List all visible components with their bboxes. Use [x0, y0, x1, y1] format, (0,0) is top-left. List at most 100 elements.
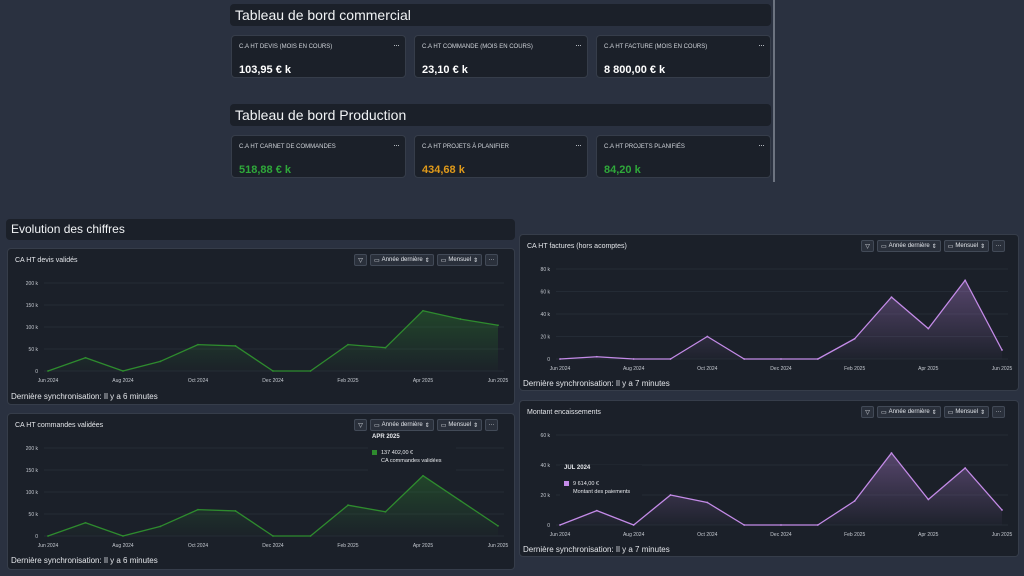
- data-point: [1001, 509, 1003, 511]
- chart-title: CA HT devis validés: [15, 257, 78, 264]
- chart-title: Montant encaissements: [527, 409, 601, 416]
- period-select[interactable]: ▭ Année dernière ⇕: [370, 254, 434, 266]
- x-tick-label: Jun 2025: [992, 366, 1013, 372]
- data-point: [595, 509, 598, 512]
- tooltip-title: JUL 2024: [564, 465, 591, 471]
- period-select[interactable]: ▭ Année dernière ⇕: [370, 419, 434, 431]
- data-point: [669, 358, 672, 360]
- filter-button[interactable]: ▽: [861, 406, 874, 418]
- data-point: [159, 525, 162, 528]
- x-tick-label: Oct 2024: [697, 366, 718, 372]
- more-options-icon[interactable]: ···: [758, 40, 765, 50]
- data-point: [159, 360, 162, 363]
- x-tick-label: Dec 2024: [262, 378, 284, 384]
- calendar-icon: ▭: [947, 243, 954, 250]
- data-point: [234, 345, 237, 347]
- x-tick-label: Feb 2025: [844, 532, 865, 538]
- sync-status: Dernière synchronisation: Il y a 6 minut…: [11, 392, 158, 401]
- series-area: [560, 453, 1002, 525]
- chart-factures: 0 20 k 40 k 60 k 80 k Jun 2024 Aug 2024 Oct 202…: [541, 267, 1013, 372]
- data-point: [47, 370, 49, 372]
- kpi-value: 8 800,00 € k: [604, 64, 666, 76]
- period-select[interactable]: ▭ Année dernière ⇕: [877, 406, 941, 418]
- y-tick-label: 200 k: [26, 446, 39, 452]
- more-button[interactable]: ···: [485, 254, 499, 266]
- granularity-label: Mensuel: [448, 257, 472, 263]
- x-tick-label: Dec 2024: [770, 532, 792, 538]
- data-point: [743, 358, 746, 360]
- data-point: [272, 535, 274, 537]
- data-point: [347, 504, 349, 507]
- legend-swatch: [372, 450, 377, 456]
- more-options-icon[interactable]: ···: [575, 40, 582, 50]
- kpi-card-planifies: C.A HT PROJETS PLANIFIÉS ··· 84,20 k: [596, 135, 771, 178]
- granularity-select[interactable]: ▭ Mensuel ⇕: [436, 419, 483, 431]
- data-point: [816, 358, 819, 360]
- more-options-icon[interactable]: ···: [393, 140, 400, 150]
- tooltip-series: Montant des paiements: [573, 489, 631, 495]
- period-select[interactable]: ▭ Année dernière ⇕: [877, 240, 941, 252]
- filter-button[interactable]: ▽: [861, 240, 874, 252]
- granularity-select[interactable]: ▭ Mensuel ⇕: [436, 254, 483, 266]
- data-point: [927, 498, 930, 501]
- more-button[interactable]: ···: [485, 419, 499, 431]
- data-point: [459, 318, 462, 320]
- chart-panel-factures: CA HT factures (hors acomptes) ▽ ▭ Année …: [519, 234, 1019, 391]
- evolution-title: Evolution des chiffres: [6, 219, 515, 240]
- period-label: Année dernière: [888, 243, 930, 249]
- y-tick-label: 40 k: [541, 463, 551, 469]
- x-tick-label: Jun 2024: [38, 543, 59, 549]
- y-tick-label: 80 k: [541, 267, 551, 273]
- filter-button[interactable]: ▽: [354, 254, 367, 266]
- y-tick-label: 100 k: [26, 490, 39, 496]
- data-point: [347, 343, 349, 346]
- x-tick-label: Jun 2024: [550, 532, 571, 538]
- period-label: Année dernière: [381, 257, 423, 263]
- chart-toolbar: ▽ ▭ Année dernière ⇕ ▭ Mensuel ⇕ ···: [354, 254, 499, 266]
- data-point: [559, 358, 561, 360]
- series-area: [560, 280, 1002, 359]
- data-point: [384, 346, 387, 349]
- calendar-icon: ▭: [881, 409, 887, 416]
- chart-panel-devis: CA HT devis validés ▽ ▭ Année dernière ⇕ ▭…: [7, 248, 515, 405]
- data-point: [497, 524, 499, 527]
- sync-status: Dernière synchronisation: Il y a 7 minut…: [523, 545, 670, 554]
- series-area: [48, 475, 498, 536]
- x-tick-label: Feb 2025: [337, 543, 358, 549]
- data-point: [84, 356, 87, 359]
- y-tick-label: 0: [35, 534, 38, 540]
- y-tick-label: 0: [547, 523, 550, 529]
- granularity-label: Mensuel: [955, 243, 979, 249]
- more-options-icon[interactable]: ···: [393, 40, 400, 50]
- production-dashboard-title: Tableau de bord Production: [230, 104, 771, 126]
- granularity-select[interactable]: ▭ Mensuel ⇕: [943, 240, 990, 252]
- y-tick-label: 60 k: [541, 433, 551, 439]
- more-options-icon[interactable]: ···: [575, 140, 582, 150]
- chart-tooltip: APR 2025 137 402,00 € CA commandes valid…: [368, 434, 456, 474]
- more-button[interactable]: ···: [992, 406, 1006, 418]
- x-tick-label: Apr 2025: [918, 366, 939, 372]
- filter-button[interactable]: ▽: [354, 419, 367, 431]
- more-options-icon: ···: [488, 422, 495, 428]
- kpi-value: 434,68 k: [422, 164, 465, 176]
- x-tick-label: Dec 2024: [770, 366, 792, 372]
- x-tick-label: Oct 2024: [697, 532, 718, 538]
- y-tick-label: 0: [547, 357, 550, 363]
- more-options-icon[interactable]: ···: [758, 140, 765, 150]
- data-point: [197, 343, 199, 346]
- filter-icon: ▽: [865, 409, 870, 416]
- calendar-icon: ▭: [440, 257, 447, 264]
- kpi-value: 84,20 k: [604, 164, 641, 176]
- x-tick-label: Oct 2024: [188, 378, 209, 384]
- granularity-select[interactable]: ▭ Mensuel ⇕: [943, 406, 990, 418]
- chevron-updown-icon: ⇕: [980, 243, 986, 250]
- chart-panel-commandes: CA HT commandes validées ▽ ▭ Année derniè…: [7, 413, 515, 570]
- more-button[interactable]: ···: [992, 240, 1006, 252]
- granularity-label: Mensuel: [955, 409, 979, 415]
- calendar-icon: ▭: [374, 257, 380, 264]
- chart-commandes: 0 50 k 100 k 150 k 200 k Jun 2024 Aug 2024 Oct …: [26, 446, 509, 549]
- data-point: [459, 499, 462, 502]
- legend-swatch: [564, 481, 569, 487]
- y-tick-label: 200 k: [26, 281, 39, 287]
- chevron-updown-icon: ⇕: [931, 243, 937, 250]
